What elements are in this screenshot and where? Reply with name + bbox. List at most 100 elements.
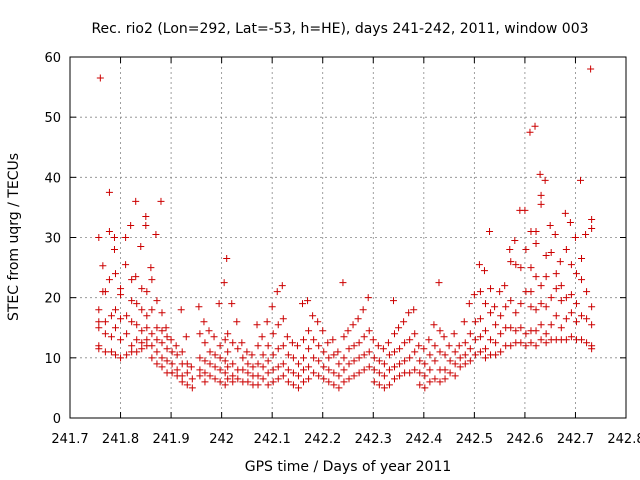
data-point bbox=[411, 330, 419, 338]
data-point bbox=[567, 261, 575, 269]
data-point bbox=[329, 336, 337, 344]
data-point bbox=[284, 351, 292, 359]
data-point bbox=[325, 378, 333, 386]
data-point bbox=[583, 288, 591, 296]
data-point bbox=[172, 342, 180, 350]
data-point bbox=[234, 375, 242, 383]
data-point bbox=[339, 279, 347, 287]
data-point bbox=[431, 342, 439, 350]
data-point bbox=[294, 360, 302, 368]
data-point bbox=[279, 372, 287, 380]
data-point bbox=[426, 366, 434, 374]
data-point bbox=[128, 318, 136, 326]
data-point bbox=[153, 336, 161, 344]
data-point bbox=[522, 330, 530, 338]
data-point bbox=[375, 357, 383, 365]
data-point bbox=[521, 206, 529, 214]
data-point bbox=[517, 264, 525, 272]
data-point bbox=[274, 321, 282, 329]
data-point bbox=[456, 354, 464, 362]
data-point bbox=[122, 234, 130, 241]
x-tick-label: 241.8 bbox=[102, 432, 139, 447]
data-point bbox=[572, 270, 580, 278]
data-point bbox=[527, 339, 535, 347]
data-point bbox=[532, 327, 540, 335]
data-point bbox=[406, 354, 414, 362]
data-point bbox=[450, 330, 458, 338]
data-point bbox=[101, 348, 109, 356]
data-point bbox=[542, 303, 550, 311]
data-point bbox=[421, 360, 429, 368]
data-point bbox=[117, 336, 125, 344]
data-point bbox=[305, 327, 313, 335]
data-point bbox=[577, 176, 585, 184]
data-point bbox=[168, 360, 176, 368]
data-point bbox=[107, 312, 115, 320]
data-point bbox=[107, 333, 115, 341]
data-point bbox=[183, 381, 191, 389]
data-point bbox=[588, 345, 596, 353]
data-point bbox=[330, 381, 338, 389]
data-point bbox=[379, 345, 387, 353]
data-point bbox=[345, 375, 353, 383]
data-point bbox=[133, 300, 141, 308]
data-point bbox=[406, 336, 414, 344]
data-point bbox=[416, 381, 424, 389]
data-point bbox=[249, 363, 257, 371]
data-point bbox=[163, 333, 171, 341]
x-tick-label: 242.6 bbox=[506, 432, 543, 447]
data-point bbox=[309, 312, 317, 320]
data-point bbox=[416, 357, 424, 365]
data-point bbox=[300, 336, 308, 344]
data-point bbox=[451, 372, 459, 380]
data-point bbox=[487, 309, 495, 317]
data-point bbox=[239, 354, 247, 362]
data-point bbox=[506, 246, 514, 254]
data-point bbox=[578, 276, 586, 284]
y-tick-label: 30 bbox=[44, 232, 61, 247]
data-point bbox=[123, 312, 131, 320]
data-point bbox=[542, 339, 550, 347]
data-point bbox=[201, 357, 209, 365]
data-point bbox=[492, 351, 500, 359]
data-point bbox=[385, 351, 393, 359]
data-point bbox=[330, 369, 338, 377]
data-point bbox=[380, 372, 388, 380]
y-tick-label: 20 bbox=[44, 292, 61, 307]
data-point bbox=[274, 345, 282, 353]
data-point bbox=[350, 372, 358, 380]
data-point bbox=[465, 300, 473, 308]
data-point bbox=[502, 303, 510, 311]
data-point bbox=[269, 330, 277, 338]
data-point bbox=[345, 360, 353, 368]
data-point bbox=[153, 348, 161, 356]
data-point bbox=[455, 342, 463, 350]
data-point bbox=[552, 285, 560, 293]
data-point bbox=[147, 264, 155, 272]
data-point bbox=[215, 300, 223, 308]
chart-title: Rec. rio2 (Lon=292, Lat=-53, h=HE), days… bbox=[91, 21, 588, 37]
data-point bbox=[278, 282, 286, 290]
data-point bbox=[460, 318, 468, 326]
data-point bbox=[330, 351, 338, 359]
data-point bbox=[220, 279, 228, 287]
data-point bbox=[216, 378, 224, 386]
data-point bbox=[588, 303, 596, 311]
data-point bbox=[216, 366, 224, 374]
x-tick-label: 242.1 bbox=[254, 432, 291, 447]
data-point bbox=[153, 324, 161, 332]
data-point bbox=[487, 285, 495, 293]
data-point bbox=[547, 249, 555, 257]
data-point bbox=[244, 369, 252, 377]
data-point bbox=[143, 288, 151, 296]
data-point bbox=[320, 348, 328, 356]
data-point bbox=[370, 366, 378, 374]
data-point bbox=[470, 291, 478, 299]
data-point bbox=[168, 369, 176, 377]
data-point bbox=[354, 315, 362, 323]
data-point bbox=[401, 357, 409, 365]
data-point bbox=[304, 297, 312, 305]
data-point bbox=[305, 363, 313, 371]
grid bbox=[70, 57, 626, 418]
data-point bbox=[300, 378, 308, 386]
